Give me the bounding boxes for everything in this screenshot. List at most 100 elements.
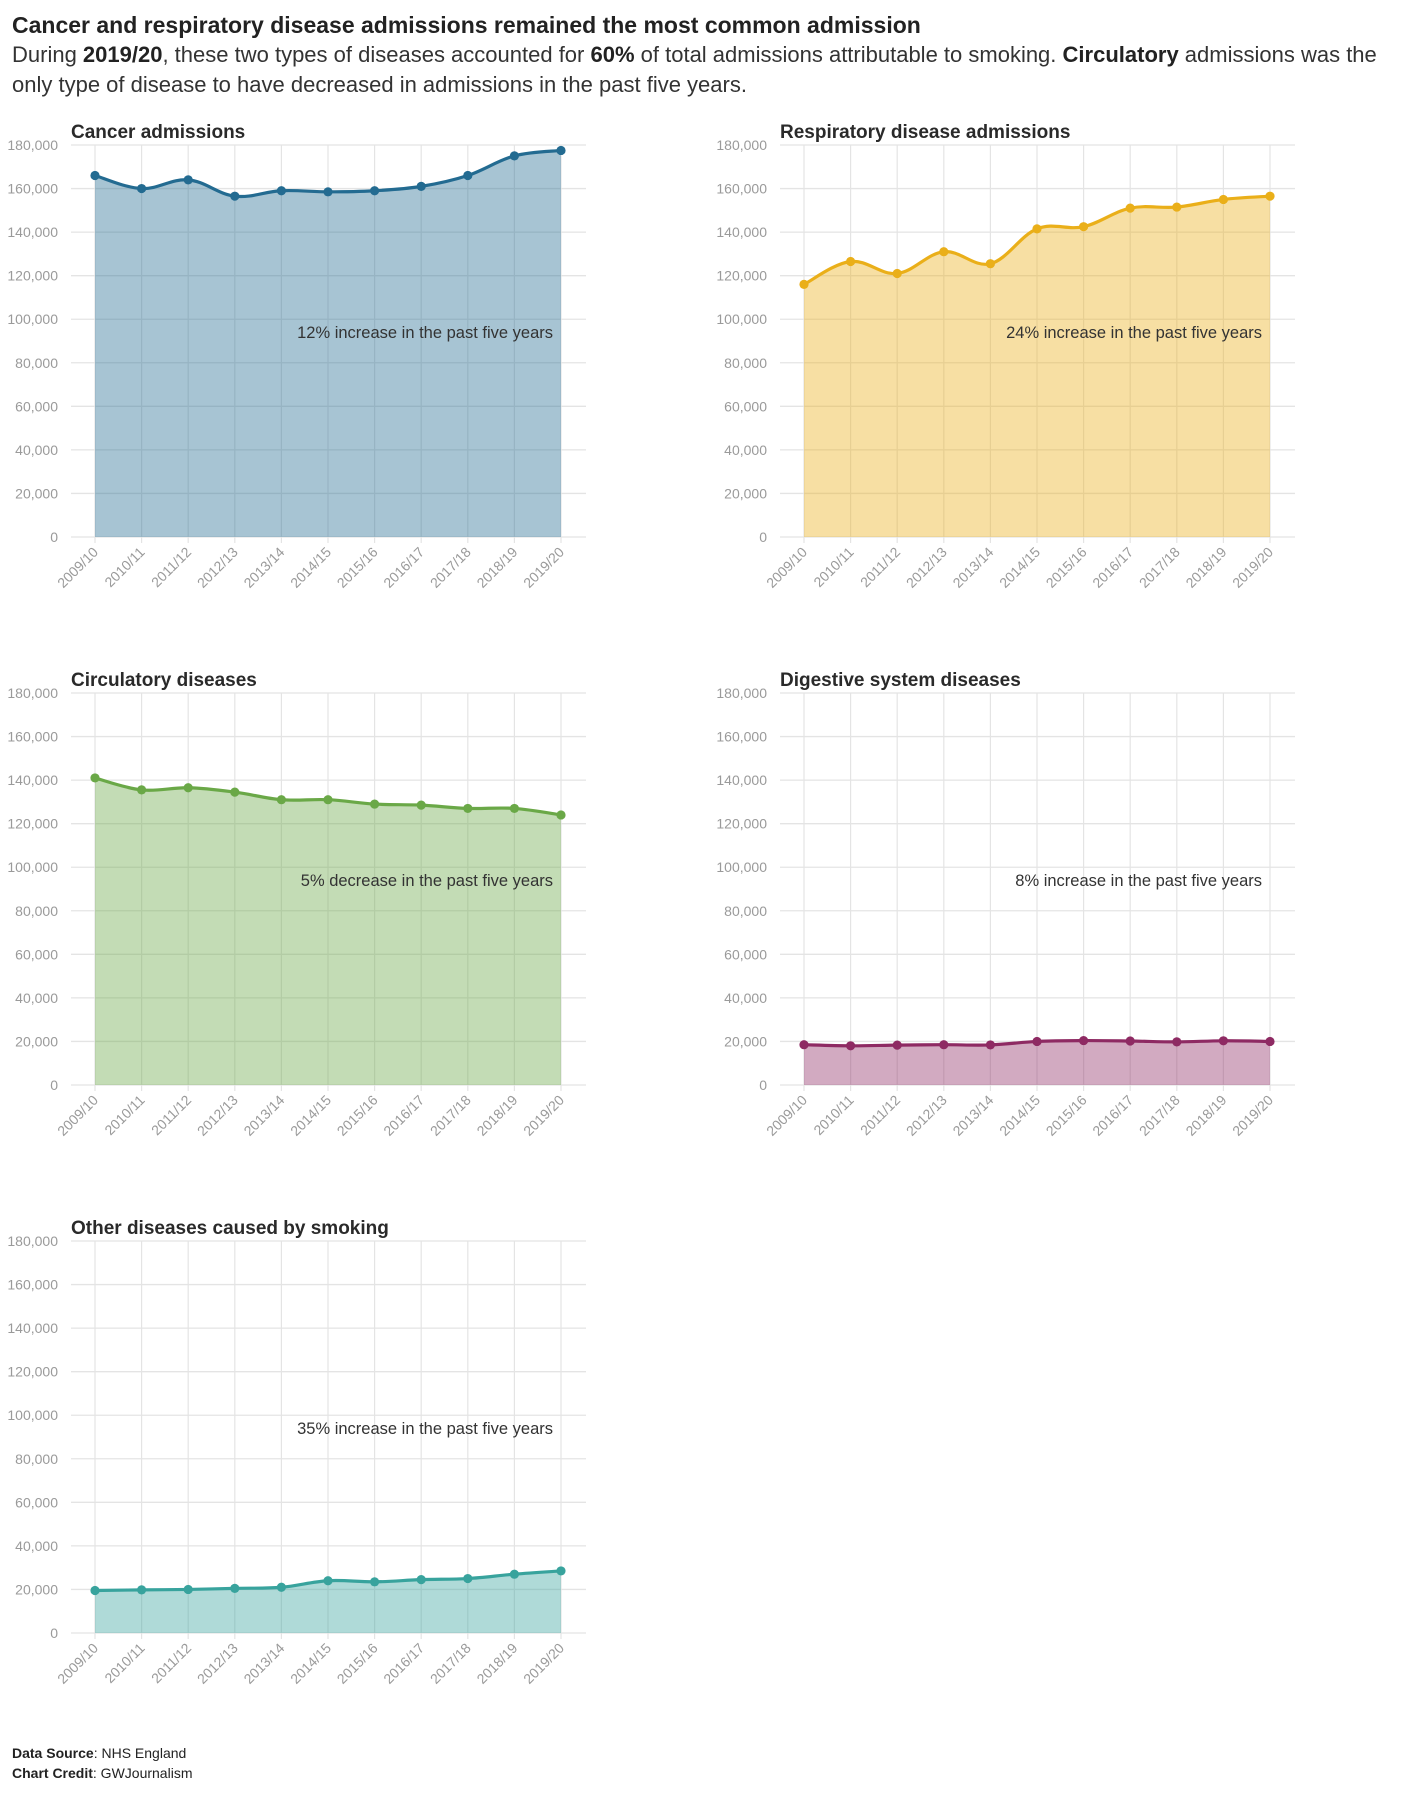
- data-source-value: : NHS England: [93, 1745, 187, 1761]
- data-point: [799, 279, 809, 289]
- data-point: [137, 1585, 147, 1595]
- subtitle-year: 2019/20: [82, 42, 163, 67]
- y-tick-label: 140,000: [7, 772, 58, 788]
- data-point: [90, 1585, 100, 1596]
- x-tick-label: 2011/12: [148, 1092, 195, 1139]
- x-tick-label: 2016/17: [380, 1640, 427, 1687]
- chart-circulatory: 0 20,000 40,000 60,000 80,000 100,000 120,000 1…: [7, 685, 586, 1139]
- y-tick-label: 180,000: [7, 1233, 58, 1249]
- x-tick-label: 2019/20: [1229, 1092, 1276, 1139]
- chart-respiratory: 0 20,000 40,000 60,000 80,000 100,000 120,000 1…: [716, 137, 1295, 591]
- x-tick-label: 2017/18: [1136, 1092, 1183, 1139]
- chart-annotation: 24% increase in the past five years: [1006, 324, 1262, 342]
- data-point: [370, 186, 380, 196]
- data-point: [463, 170, 473, 181]
- x-tick-label: 2009/10: [54, 1092, 101, 1139]
- x-tick-label: 2010/11: [101, 1092, 148, 1139]
- data-point: [276, 1582, 286, 1592]
- y-tick-label: 20,000: [724, 485, 767, 501]
- x-tick-label: 2009/10: [763, 544, 810, 591]
- x-tick-label: 2016/17: [380, 544, 427, 591]
- x-tick-label: 2015/16: [1043, 1092, 1090, 1139]
- x-tick-label: 2011/12: [857, 1092, 904, 1139]
- x-tick-label: 2011/12: [148, 544, 195, 591]
- y-tick-label: 180,000: [7, 685, 58, 701]
- x-tick-label: 2014/15: [287, 544, 334, 591]
- x-tick-label: 2013/14: [240, 544, 287, 591]
- panel-title-other: Other diseases caused by smoking: [71, 1218, 389, 1239]
- x-tick-label: 2012/13: [903, 544, 950, 591]
- x-tick-label: 2018/19: [473, 1092, 520, 1139]
- x-tick-label: 2017/18: [427, 1092, 474, 1139]
- data-point: [846, 1041, 856, 1051]
- data-point: [230, 1583, 240, 1593]
- series-area: [95, 150, 561, 537]
- x-tick-label: 2013/14: [949, 1092, 996, 1139]
- x-tick-label: 2019/20: [520, 1640, 567, 1687]
- x-tick-label: 2011/12: [857, 544, 904, 591]
- data-point: [799, 1040, 809, 1050]
- data-point: [416, 181, 426, 191]
- y-tick-label: 60,000: [15, 398, 58, 414]
- y-tick-label: 100,000: [7, 311, 58, 327]
- subtitle-text-2: , these two types of diseases accounted …: [162, 42, 591, 67]
- data-point: [323, 187, 333, 197]
- x-tick-label: 2019/20: [520, 544, 567, 591]
- x-tick-label: 2018/19: [1182, 1092, 1229, 1139]
- data-point: [892, 1040, 902, 1050]
- data-point: [183, 783, 193, 793]
- chart-annotation: 5% decrease in the past five years: [301, 872, 553, 890]
- y-tick-label: 160,000: [716, 729, 767, 745]
- y-tick-label: 20,000: [15, 1581, 58, 1597]
- series-area: [804, 1040, 1270, 1085]
- y-tick-label: 40,000: [724, 990, 767, 1006]
- y-tick-label: 0: [50, 1625, 58, 1641]
- y-tick-label: 140,000: [7, 224, 58, 240]
- chart-digestive: 0 20,000 40,000 60,000 80,000 100,000 120,000 1…: [716, 685, 1295, 1139]
- subtitle-percent: 60%: [590, 42, 635, 67]
- data-point: [90, 773, 100, 783]
- y-tick-label: 120,000: [716, 268, 767, 284]
- data-point: [323, 1576, 333, 1586]
- data-point: [1265, 191, 1275, 201]
- data-point: [183, 1584, 193, 1595]
- y-tick-label: 0: [50, 529, 58, 545]
- x-tick-label: 2015/16: [334, 544, 381, 591]
- y-tick-label: 40,000: [15, 1538, 58, 1554]
- y-tick-label: 80,000: [15, 1451, 58, 1467]
- y-tick-label: 160,000: [7, 181, 58, 197]
- x-tick-label: 2018/19: [473, 1640, 520, 1687]
- data-point: [276, 795, 286, 805]
- data-point: [1218, 194, 1228, 205]
- y-tick-label: 100,000: [7, 859, 58, 875]
- data-point: [939, 1040, 949, 1050]
- data-point: [1032, 224, 1042, 234]
- y-tick-label: 60,000: [15, 946, 58, 962]
- x-tick-label: 2016/17: [380, 1092, 427, 1139]
- data-point: [463, 803, 473, 814]
- data-point: [1172, 1037, 1182, 1047]
- y-tick-label: 0: [50, 1077, 58, 1093]
- chart-panel-digestive: Digestive system diseases 0 20,000 40,000 6…: [709, 670, 1399, 1190]
- y-tick-label: 120,000: [7, 1364, 58, 1380]
- data-point: [416, 1575, 426, 1585]
- x-tick-label: 2010/11: [810, 1092, 857, 1139]
- data-point: [276, 186, 286, 196]
- data-point: [230, 787, 240, 797]
- x-tick-label: 2019/20: [1229, 544, 1276, 591]
- data-point: [370, 799, 380, 809]
- data-point: [230, 191, 240, 201]
- x-tick-label: 2012/13: [194, 544, 241, 591]
- chart-annotation: 8% increase in the past five years: [1015, 872, 1262, 890]
- data-point: [509, 1569, 519, 1579]
- chart-credit-label: Chart Credit: [12, 1765, 93, 1781]
- x-tick-label: 2012/13: [903, 1092, 950, 1139]
- y-tick-label: 120,000: [7, 816, 58, 832]
- subtitle-circulatory: Circulatory: [1062, 42, 1179, 67]
- y-tick-label: 60,000: [724, 946, 767, 962]
- y-tick-label: 140,000: [716, 772, 767, 788]
- chart-other: 0 20,000 40,000 60,000 80,000 100,000 120,000 1…: [7, 1233, 586, 1687]
- y-tick-label: 0: [759, 1077, 767, 1093]
- x-tick-label: 2012/13: [194, 1640, 241, 1687]
- chart-cancer: 0 20,000 40,000 60,000 80,000 100,000 120,000 1…: [7, 137, 586, 591]
